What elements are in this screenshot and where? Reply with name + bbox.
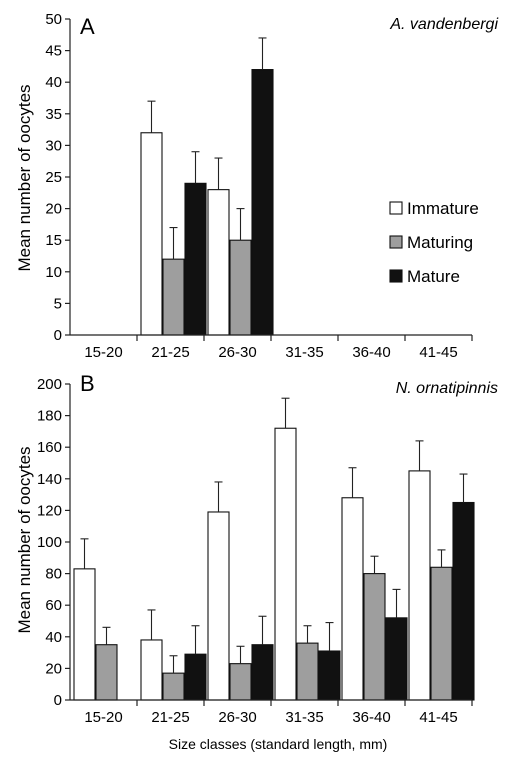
panel-b-bar-mature: [452, 501, 475, 701]
panel-b-bars: [73, 397, 475, 701]
panel-b-bar-maturing: [363, 573, 386, 701]
panel-a-bars: [140, 37, 274, 336]
panel-b-y-tick-label: 140: [37, 471, 62, 488]
panel-a-x-tick-label: 31-35: [285, 344, 323, 361]
panel-b-x-tick-label: 31-35: [285, 709, 323, 726]
panel-b-x-ticks: 15-20 21-25 26-30 31-35 36-40 41-45: [84, 700, 473, 726]
panel-b-letter: B: [80, 371, 95, 396]
panel-a-y-tick-label: 5: [54, 295, 62, 312]
panel-b-bar-immature: [73, 568, 96, 701]
legend-swatch-mature: [389, 269, 403, 283]
panel-b-bar-maturing: [229, 663, 252, 701]
panel-a-y-tick-label: 50: [45, 11, 62, 28]
panel-b-y-tick-label: 20: [45, 660, 62, 677]
panel-b-chart: B N. ornatipinnis Mean number of oocytes…: [15, 371, 498, 726]
legend-label-maturing: Maturing: [407, 233, 473, 252]
panel-a-chart: A A. vandenbergi Mean number of oocytes …: [15, 11, 498, 361]
panel-b-bar-mature: [385, 617, 408, 701]
panel-a-x-tick-label: 36-40: [352, 344, 390, 361]
panel-b-x-tick-label: 15-20: [84, 709, 122, 726]
panel-a-y-tick-label: 15: [45, 232, 62, 249]
panel-b-bar-mature: [184, 653, 207, 701]
panel-b-bar-maturing: [162, 672, 185, 701]
legend: Immature Maturing Mature: [389, 199, 479, 286]
panel-b-y-tick-label: 120: [37, 502, 62, 519]
panel-b-y-axis-label: Mean number of oocytes: [15, 446, 34, 633]
panel-a-y-tick-label: 0: [54, 327, 62, 344]
panel-a-x-tick-label: 15-20: [84, 344, 122, 361]
panel-b-x-tick-label: 36-40: [352, 709, 390, 726]
panel-b-y-tick-label: 60: [45, 597, 62, 614]
panel-a-title: A. vandenbergi: [389, 16, 498, 33]
panel-b-y-tick-label: 180: [37, 408, 62, 425]
panel-b-bar-mature: [318, 650, 341, 701]
panel-b-y-tick-label: 0: [54, 692, 62, 709]
panel-a-y-axis-label: Mean number of oocytes: [15, 84, 34, 271]
panel-a-y-tick-label: 10: [45, 264, 62, 281]
panel-a-y-tick-label: 30: [45, 137, 62, 154]
panel-a-x-tick-label: 26-30: [218, 344, 256, 361]
panel-b-bar-immature: [140, 639, 163, 701]
legend-swatch-maturing: [389, 235, 403, 249]
panel-a-y-tick-label: 35: [45, 106, 62, 123]
legend-swatch-immature: [389, 201, 403, 215]
panel-b-bar-mature: [251, 644, 274, 701]
panel-a-y-tick-label: 40: [45, 74, 62, 91]
legend-label-mature: Mature: [407, 267, 460, 286]
panel-a-y-tick-label: 25: [45, 169, 62, 186]
panel-a-x-ticks: 15-20 21-25 26-30 31-35 36-40 41-45: [84, 335, 473, 361]
panel-a-bar-mature: [184, 182, 207, 336]
panel-a-y-ticks: 0 5 10 15 20 25 30 35 40 45 50: [45, 11, 70, 344]
panel-a-bar-mature: [251, 69, 274, 336]
panel-a-letter: A: [80, 14, 95, 39]
panel-b-y-tick-label: 200: [37, 376, 62, 393]
panel-b-bar-maturing: [95, 644, 118, 701]
panel-b-x-tick-label: 41-45: [419, 709, 457, 726]
x-axis-title: Size classes (standard length, mm): [169, 736, 388, 752]
panel-b-y-ticks: 0 20 40 60 80 100 120 140 160 180 200: [37, 376, 70, 709]
panel-b-x-tick-label: 26-30: [218, 709, 256, 726]
panel-b-y-tick-label: 40: [45, 629, 62, 646]
panel-a-bar-immature: [140, 132, 163, 336]
panel-b-y-tick-label: 160: [37, 439, 62, 456]
panel-b-y-tick-label: 100: [37, 534, 62, 551]
panel-a-bar-maturing: [162, 258, 185, 336]
legend-label-immature: Immature: [407, 199, 479, 218]
panel-a-x-tick-label: 41-45: [419, 344, 457, 361]
panel-b-bar-immature: [341, 497, 364, 701]
panel-b-bar-immature: [207, 511, 230, 701]
panel-b-title: N. ornatipinnis: [396, 380, 498, 397]
panel-a-x-tick-label: 21-25: [151, 344, 189, 361]
panel-b-bar-maturing: [430, 566, 453, 701]
panel-b-bar-immature: [408, 470, 431, 701]
panel-a-y-tick-label: 20: [45, 201, 62, 218]
panel-a-y-tick-label: 45: [45, 43, 62, 60]
panel-a-bar-maturing: [229, 239, 252, 336]
panel-b-bar-maturing: [296, 642, 319, 701]
panel-b-x-tick-label: 21-25: [151, 709, 189, 726]
panel-a-bar-immature: [207, 189, 230, 336]
panel-b-y-tick-label: 80: [45, 566, 62, 583]
panel-b-bar-immature: [274, 427, 297, 701]
